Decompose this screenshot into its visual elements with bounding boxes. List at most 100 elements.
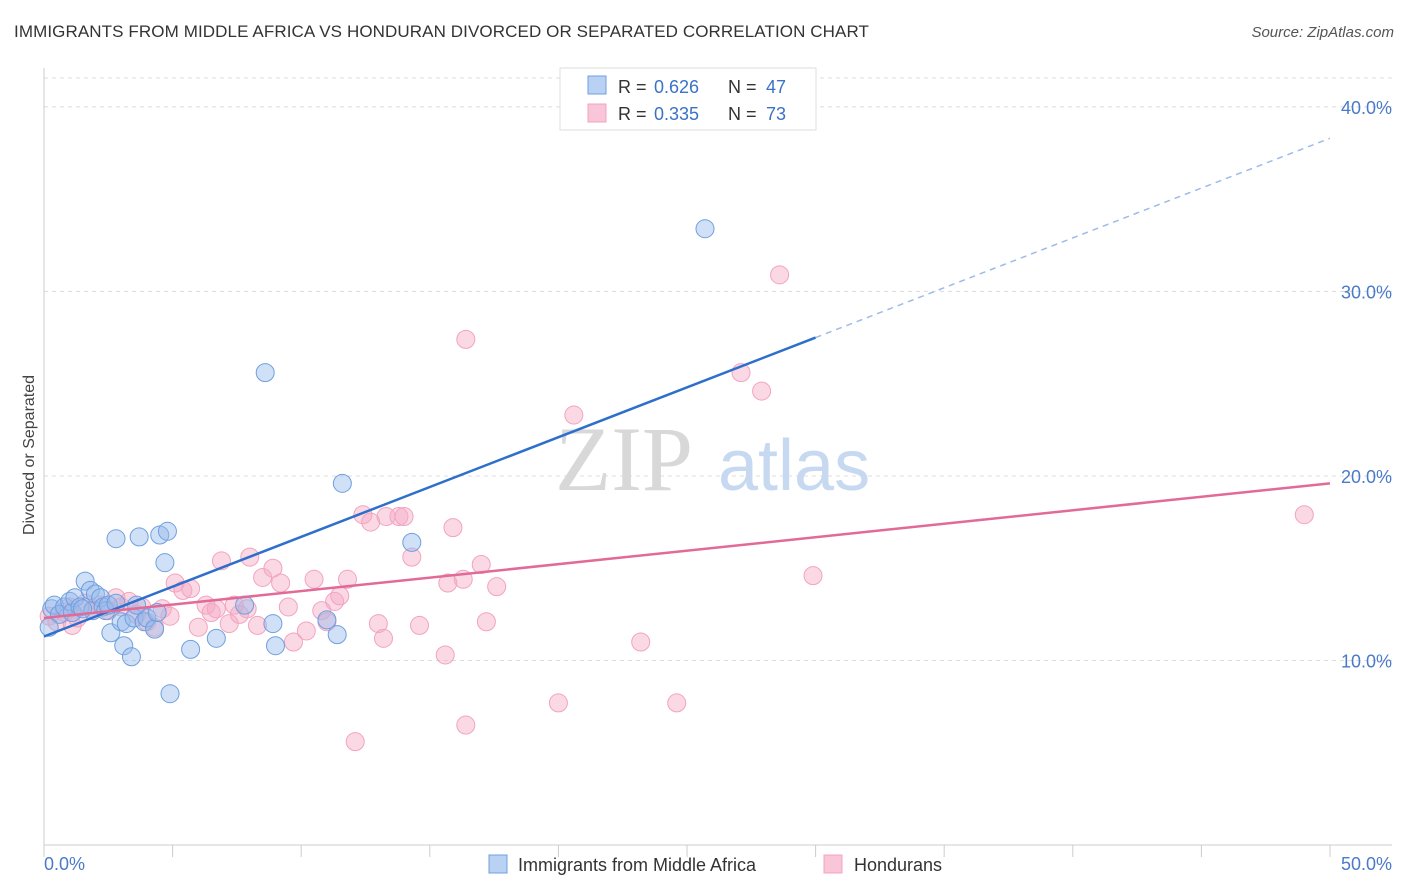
hondurans-point-42: [330, 586, 350, 606]
middle-africa-point-39: [317, 610, 337, 630]
middle-africa-point-7: [70, 597, 90, 617]
series-middle-africa-points: [39, 219, 715, 704]
middle-africa-point-24: [129, 527, 149, 547]
hondurans-point-41: [325, 591, 345, 611]
middle-africa-trend-extension: [815, 137, 1331, 339]
middle-africa-point-38: [265, 636, 285, 656]
hondurans-point-36: [283, 632, 303, 652]
axes: [43, 68, 1392, 857]
y-axis-label: Divorced or Separated: [21, 375, 38, 535]
middle-africa-point-27: [145, 619, 165, 639]
middle-africa-point-37: [263, 614, 283, 634]
middle-africa-point-8: [75, 571, 95, 591]
hondurans-point-50: [389, 507, 409, 527]
legend-r-value-1: 0.626: [654, 77, 699, 97]
hondurans-trend-line: [43, 482, 1331, 620]
hondurans-point-24: [206, 599, 226, 619]
middle-africa-point-12: [91, 588, 111, 608]
hondurans-point-53: [410, 615, 430, 635]
chart-title: IMMIGRANTS FROM MIDDLE AFRICA VS HONDURA…: [14, 22, 870, 41]
middle-africa-point-18: [106, 529, 126, 549]
legend-n-label-1: N =: [728, 77, 757, 97]
hondurans-point-65: [667, 693, 687, 713]
hondurans-point-55: [438, 573, 458, 593]
middle-africa-point-40: [327, 625, 347, 645]
hondurans-point-29: [237, 599, 257, 619]
hondurans-point-52: [402, 547, 422, 567]
bottom-legend-label-1: Immigrants from Middle Africa: [518, 855, 757, 875]
hondurans-point-21: [188, 617, 208, 637]
tick-labels: 10.0% 20.0% 30.0% 40.0% 0.0% 50.0%: [44, 98, 1392, 874]
hondurans-point-47: [368, 614, 388, 634]
legend-n-label-2: N =: [728, 104, 757, 124]
hondurans-point-68: [803, 566, 823, 586]
hondurans-point-67: [752, 381, 772, 401]
bottom-legend-swatch-pink: [823, 854, 843, 874]
legend-swatch-blue: [587, 75, 607, 95]
bottom-legend-swatch-blue: [488, 854, 508, 874]
y-tick-label-40: 40.0%: [1341, 98, 1392, 118]
hondurans-point-64: [631, 632, 651, 652]
middle-africa-point-20: [114, 636, 134, 656]
hondurans-point-23: [201, 603, 221, 622]
hondurans-point-9: [106, 588, 126, 608]
hondurans-point-61: [487, 577, 507, 597]
y-tick-label-20: 20.0%: [1341, 467, 1392, 487]
hondurans-point-31: [247, 615, 267, 635]
y-tick-label-10: 10.0%: [1341, 651, 1392, 671]
hondurans-point-63: [564, 405, 584, 425]
middle-africa-point-43: [695, 219, 715, 239]
hondurans-point-46: [361, 512, 381, 532]
hondurans-point-39: [312, 601, 332, 621]
middle-africa-point-41: [332, 473, 352, 493]
trend-lines: [43, 137, 1331, 638]
hondurans-point-33: [263, 558, 283, 578]
middle-africa-point-6: [65, 588, 85, 608]
hondurans-point-71: [1294, 505, 1314, 525]
hondurans-point-59: [471, 555, 491, 575]
legend-r-value-2: 0.335: [654, 104, 699, 124]
middle-africa-point-22: [121, 647, 141, 667]
hondurans-point-54: [435, 645, 455, 665]
hondurans-point-37: [296, 621, 316, 641]
hondurans-point-56: [443, 518, 463, 538]
middle-africa-point-9: [80, 580, 100, 600]
middle-africa-trend-line: [43, 336, 817, 638]
y-tick-label-30: 30.0%: [1341, 282, 1392, 302]
middle-africa-point-30: [155, 553, 175, 573]
hondurans-point-70: [456, 329, 476, 349]
middle-africa-point-36: [255, 363, 275, 383]
watermark-atlas: atlas: [718, 426, 870, 506]
hondurans-point-51: [394, 507, 414, 527]
source-credit: Source: ZipAtlas.com: [1251, 24, 1394, 41]
hondurans-point-62: [548, 693, 568, 713]
bottom-legend-label-2: Hondurans: [854, 855, 942, 875]
x-tick-label-end: 50.0%: [1341, 854, 1392, 874]
legend-n-value-1: 47: [766, 77, 786, 97]
middle-africa-point-26: [137, 608, 157, 628]
middle-africa-point-34: [206, 628, 226, 648]
middle-africa-point-42: [402, 532, 422, 552]
middle-africa-point-33: [181, 639, 201, 659]
watermark: ZIP atlas: [555, 408, 870, 510]
hondurans-point-48: [374, 628, 394, 648]
hondurans-point-60: [476, 612, 496, 632]
hondurans-point-35: [278, 597, 298, 617]
legend-swatch-pink: [587, 103, 607, 123]
legend-r-label-1: R =: [618, 77, 647, 97]
hondurans-point-17: [160, 606, 180, 626]
watermark-zip: ZIP: [555, 408, 693, 510]
grid-lines: [44, 77, 1392, 661]
hondurans-point-43: [337, 569, 357, 589]
correlation-legend: R = 0.626 N = 47 R = 0.335 N = 73: [559, 67, 817, 131]
hondurans-point-58: [456, 715, 476, 735]
middle-africa-point-32: [160, 684, 180, 704]
hondurans-point-27: [224, 595, 244, 615]
legend-n-value-2: 73: [766, 104, 786, 124]
x-tick-label-start: 0.0%: [44, 854, 85, 874]
hondurans-point-34: [271, 573, 291, 593]
hondurans-point-38: [304, 569, 324, 589]
middle-africa-point-25: [134, 612, 154, 632]
series-legend: Immigrants from Middle Africa Hondurans: [488, 854, 942, 875]
